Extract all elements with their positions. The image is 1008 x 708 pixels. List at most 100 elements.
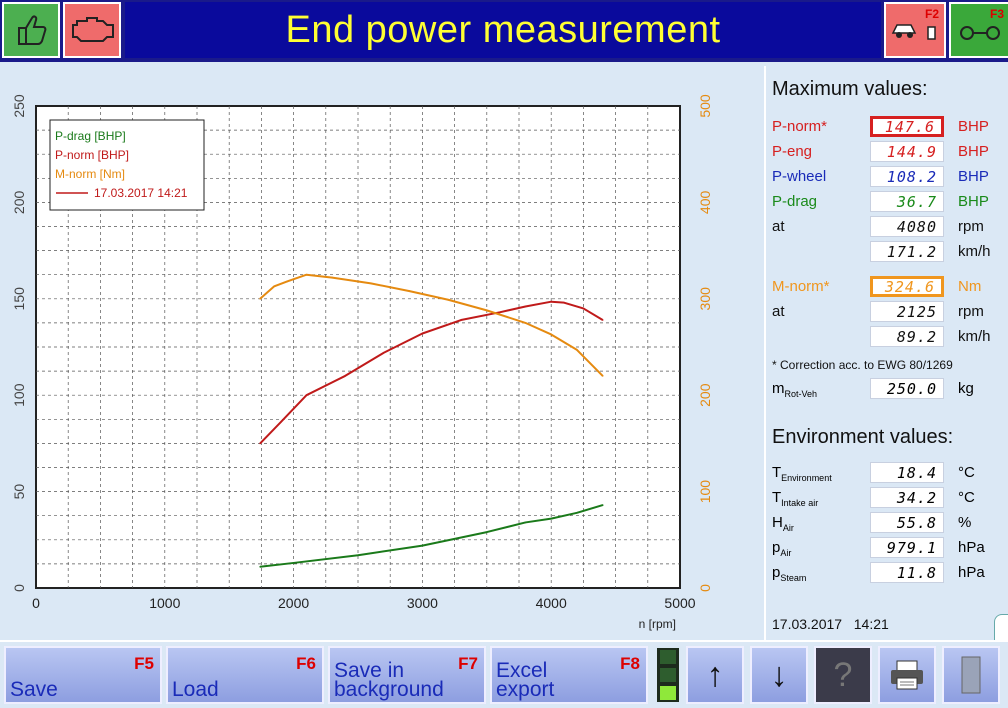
max-value-unit: BHP	[958, 118, 989, 135]
thumbs-up-button[interactable]	[2, 2, 60, 58]
rollers-icon	[960, 26, 1000, 40]
help-button[interactable]: ?	[814, 646, 872, 704]
env-value-unit: °C	[958, 464, 975, 481]
max-value-row: at 2125 rpm	[772, 301, 1008, 323]
series-point	[563, 301, 565, 304]
series-point	[582, 307, 585, 310]
correction-note: * Correction acc. to EWG 80/1269	[772, 358, 953, 372]
series-point	[305, 273, 308, 276]
dyno-f2-button[interactable]: F2	[884, 2, 946, 58]
bottom-toolbar: F5 Save F6 Load F7 Save in background F8…	[0, 640, 1008, 708]
max-value-unit: rpm	[958, 218, 984, 235]
series-point	[370, 282, 372, 285]
f3-key-label: F3	[989, 7, 1004, 21]
page-title-bar: End power measurement	[125, 2, 881, 58]
x-tick-label: 2000	[278, 595, 309, 611]
scroll-up-button[interactable]: ↑	[686, 646, 744, 704]
series-point	[382, 351, 385, 354]
env-value-unit: °C	[958, 489, 975, 506]
help-icon: ?	[833, 655, 853, 694]
env-value-label: pSteam	[772, 564, 807, 583]
env-value-field: 18.4	[870, 462, 944, 483]
exit-button[interactable]	[942, 646, 1000, 704]
values-panel: Maximum values: P-norm* 147.6 BHP P-eng 144.…	[764, 66, 1008, 654]
series-point	[259, 565, 261, 568]
series-point	[550, 333, 552, 336]
max-value-label: at	[772, 218, 785, 235]
max-value-field: 89.2	[870, 326, 944, 347]
arrow-up-icon: ↑	[706, 655, 724, 694]
max-value-row: at 4080 rpm	[772, 216, 1008, 238]
max-value-field: 144.9	[870, 141, 944, 162]
series-point	[601, 504, 604, 506]
env-value-field: 11.8	[870, 562, 944, 583]
series-point	[601, 319, 604, 321]
env-value-unit: hPa	[958, 564, 985, 581]
y-right-tick-label: 500	[697, 94, 713, 118]
engine-icon	[72, 17, 114, 42]
save-bg-fkey: F7	[458, 654, 478, 673]
series-point	[273, 285, 276, 288]
env-value-row: HAir 55.8%	[772, 512, 1008, 534]
load-button[interactable]: F6 Load	[166, 646, 324, 704]
max-value-field: 108.2	[870, 166, 944, 187]
excel-fkey: F8	[620, 654, 640, 673]
max-value-unit: km/h	[958, 328, 991, 345]
save-button[interactable]: F5 Save	[4, 646, 162, 704]
save-in-background-button[interactable]: F7 Save in background	[328, 646, 486, 704]
measurement-time: 14:21	[853, 616, 889, 632]
legend-entry: M-norm [Nm]	[55, 167, 125, 181]
f2-key-label: F2	[924, 7, 939, 21]
env-values-title: Environment values:	[772, 426, 954, 448]
print-button[interactable]	[878, 646, 936, 704]
status-lamp-red	[660, 650, 676, 664]
env-value-row: pAir 979.1 hPa	[772, 537, 1008, 559]
scroll-down-button[interactable]: ↓	[750, 646, 808, 704]
series-point	[498, 311, 501, 314]
measurement-datetime: 17.03.2017 14:21	[772, 616, 889, 632]
y-left-tick-label: 150	[11, 287, 27, 311]
mrot-label: mRot-Veh	[772, 380, 818, 399]
series-point	[524, 305, 527, 308]
power-chart: 0 1000 2000 3000 4000 5000 n [rpm] 0 50 100 150 200…	[0, 66, 760, 636]
max-value-row: 89.2 km/h	[772, 326, 1008, 348]
max-value-label: P-wheel	[772, 168, 827, 185]
max-value-field: 2125	[870, 301, 944, 322]
series-point	[305, 394, 308, 397]
series-point	[576, 349, 578, 351]
max-value-field: 4080	[870, 216, 944, 237]
env-value-row: pSteam 11.8 hPa	[772, 562, 1008, 584]
series-point	[259, 442, 261, 445]
legend-entry: 17.03.2017 14:21	[94, 186, 188, 200]
engine-button[interactable]	[63, 2, 121, 58]
max-value-label: P-eng	[772, 143, 813, 160]
env-value-field: 55.8	[870, 512, 944, 533]
status-lamp-yellow	[660, 668, 676, 682]
mrot-row: mRot-Veh 250.0 kg	[772, 378, 1008, 400]
series-point	[576, 512, 578, 514]
save-label: Save	[10, 678, 58, 701]
excel-export-button[interactable]: F8 Excel export	[490, 646, 648, 704]
rollers-f3-button[interactable]: F3	[949, 2, 1008, 58]
series-point	[460, 319, 462, 321]
x-tick-label: 3000	[407, 595, 438, 611]
y-left-tick-label: 200	[11, 191, 27, 215]
max-value-row: P-eng 144.9 BHP	[772, 141, 1008, 163]
series-point	[279, 421, 282, 423]
series-point	[486, 309, 488, 312]
max-value-label: P-drag	[772, 193, 818, 210]
arrow-down-icon: ↓	[770, 655, 788, 694]
env-value-field: 979.1	[870, 537, 944, 558]
max-value-field: 147.6	[870, 116, 944, 137]
series-point	[486, 531, 488, 533]
page-title: End power measurement	[285, 8, 721, 51]
series-point	[524, 521, 527, 524]
env-value-row: TIntake air 34.2 °C	[772, 487, 1008, 509]
series-point	[421, 332, 424, 335]
env-value-label: pAir	[772, 539, 792, 558]
series-point	[524, 322, 527, 324]
measurement-date: 17.03.2017	[772, 616, 843, 632]
save-bg-label: Save in background	[334, 659, 444, 701]
legend-entry: P-drag [BHP]	[55, 129, 126, 143]
